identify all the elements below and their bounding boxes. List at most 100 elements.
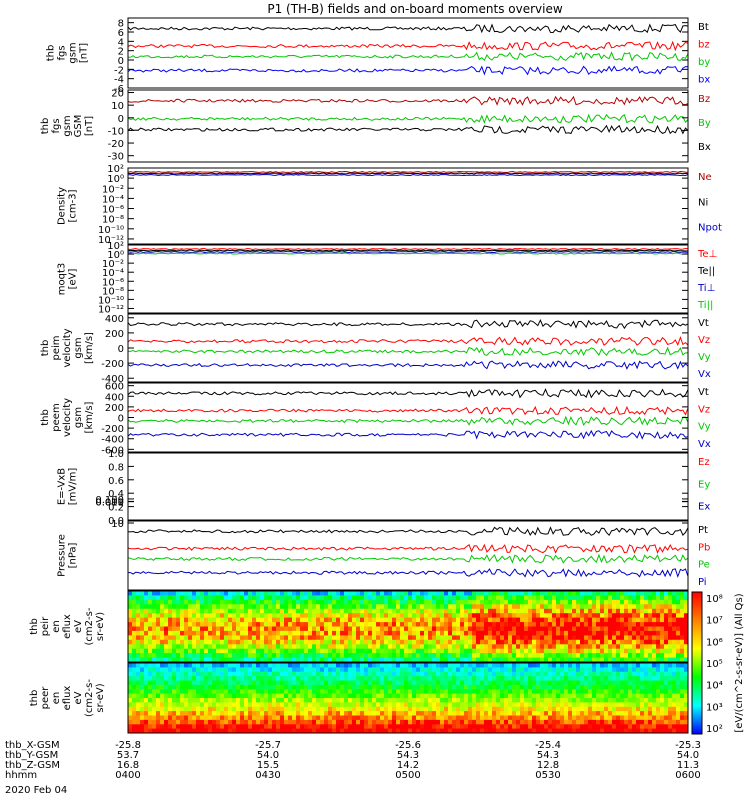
heatmap-cell bbox=[336, 698, 341, 703]
heatmap-cell bbox=[528, 613, 533, 619]
heatmap-cell bbox=[604, 635, 609, 641]
heatmap-cell bbox=[316, 595, 321, 601]
heatmap-cell bbox=[580, 689, 585, 695]
heatmap-cell bbox=[240, 591, 245, 596]
heatmap-cell bbox=[376, 689, 381, 695]
heatmap-cell bbox=[672, 608, 677, 614]
heatmap-cell bbox=[180, 724, 185, 730]
heatmap-cell bbox=[548, 728, 553, 734]
heatmap-cell bbox=[564, 639, 569, 645]
heatmap-cell bbox=[644, 639, 649, 645]
heatmap-cell bbox=[640, 591, 645, 596]
heatmap-cell bbox=[192, 671, 197, 677]
heatmap-cell bbox=[184, 608, 189, 614]
heatmap-cell bbox=[680, 595, 685, 601]
heatmap-cell bbox=[620, 595, 625, 601]
heatmap-cell bbox=[216, 613, 221, 619]
heatmap-cell bbox=[664, 693, 669, 699]
heatmap-cell bbox=[436, 689, 441, 695]
heatmap-cell bbox=[292, 657, 297, 663]
heatmap-cell bbox=[132, 728, 137, 734]
heatmap-cell bbox=[320, 663, 325, 668]
heatmap-cell bbox=[496, 689, 501, 695]
heatmap-cell bbox=[412, 715, 417, 721]
heatmap-cell bbox=[664, 689, 669, 695]
heatmap-cell bbox=[244, 711, 249, 716]
heatmap-cell bbox=[192, 728, 197, 734]
heatmap-cell bbox=[652, 639, 657, 645]
y-tick-label: 10⁰ bbox=[107, 250, 124, 261]
heatmap-cell bbox=[612, 622, 617, 627]
heatmap-cell bbox=[680, 711, 685, 716]
y-tick-label: 10 bbox=[111, 101, 124, 112]
heatmap-cell bbox=[540, 724, 545, 730]
heatmap-cell bbox=[412, 689, 417, 695]
legend-label: Pt bbox=[698, 525, 708, 536]
heatmap-cell bbox=[500, 635, 505, 641]
heatmap-cell bbox=[144, 595, 149, 601]
heatmap-cell bbox=[580, 680, 585, 686]
heatmap-cell bbox=[368, 639, 373, 645]
heatmap-cell bbox=[368, 728, 373, 734]
heatmap-cell bbox=[672, 689, 677, 695]
heatmap-cell bbox=[316, 599, 321, 605]
heatmap-cell bbox=[188, 595, 193, 601]
heatmap-cell bbox=[260, 689, 265, 695]
heatmap-cell bbox=[144, 591, 149, 596]
heatmap-cell bbox=[628, 613, 633, 619]
heatmap-cell bbox=[220, 689, 225, 695]
heatmap-cell bbox=[256, 719, 261, 725]
heatmap-cell bbox=[224, 671, 229, 677]
heatmap-cell bbox=[172, 698, 177, 703]
heatmap-cell bbox=[644, 715, 649, 721]
heatmap-cell bbox=[268, 693, 273, 699]
heatmap-cell bbox=[356, 698, 361, 703]
heatmap-cell bbox=[668, 663, 673, 668]
heatmap-cell bbox=[432, 698, 437, 703]
heatmap-cell bbox=[248, 630, 253, 636]
heatmap-cell bbox=[280, 644, 285, 650]
heatmap-cell bbox=[592, 711, 597, 716]
heatmap-cell bbox=[488, 635, 493, 641]
heatmap-cell bbox=[536, 653, 541, 658]
heatmap-cell bbox=[536, 630, 541, 636]
heatmap-cell bbox=[536, 698, 541, 703]
heatmap-cell bbox=[184, 671, 189, 677]
heatmap-cell bbox=[320, 657, 325, 663]
heatmap-cell bbox=[660, 715, 665, 721]
heatmap-cell bbox=[504, 604, 509, 610]
heatmap-cell bbox=[616, 604, 621, 610]
heatmap-cell bbox=[480, 653, 485, 658]
heatmap-cell bbox=[528, 728, 533, 734]
heatmap-cell bbox=[536, 622, 541, 627]
heatmap-cell bbox=[192, 702, 197, 708]
heatmap-cell bbox=[508, 626, 513, 632]
heatmap-cell bbox=[548, 599, 553, 605]
heatmap-cell bbox=[576, 702, 581, 708]
heatmap-cell bbox=[376, 706, 381, 712]
heatmap-cell bbox=[312, 715, 317, 721]
heatmap-cell bbox=[412, 626, 417, 632]
heatmap-cell bbox=[136, 613, 141, 619]
heatmap-cell bbox=[344, 591, 349, 596]
heatmap-cell bbox=[448, 595, 453, 601]
heatmap-cell bbox=[588, 728, 593, 734]
heatmap-cell bbox=[640, 653, 645, 658]
heatmap-cell bbox=[640, 724, 645, 730]
heatmap-cell bbox=[684, 728, 689, 734]
heatmap-cell bbox=[184, 644, 189, 650]
heatmap-cell bbox=[460, 591, 465, 596]
heatmap-cell bbox=[216, 671, 221, 677]
heatmap-cell bbox=[384, 676, 389, 681]
heatmap-cell bbox=[684, 676, 689, 681]
heatmap-cell bbox=[160, 698, 165, 703]
heatmap-cell bbox=[244, 617, 249, 623]
heatmap-cell bbox=[272, 622, 277, 627]
heatmap-cell bbox=[252, 639, 257, 645]
y-axis-label: thb fgs gsm [nT] bbox=[46, 42, 90, 63]
heatmap-cell bbox=[536, 663, 541, 668]
heatmap-cell bbox=[392, 648, 397, 654]
heatmap-cell bbox=[172, 639, 177, 645]
heatmap-cell bbox=[512, 644, 517, 650]
heatmap-cell bbox=[372, 724, 377, 730]
